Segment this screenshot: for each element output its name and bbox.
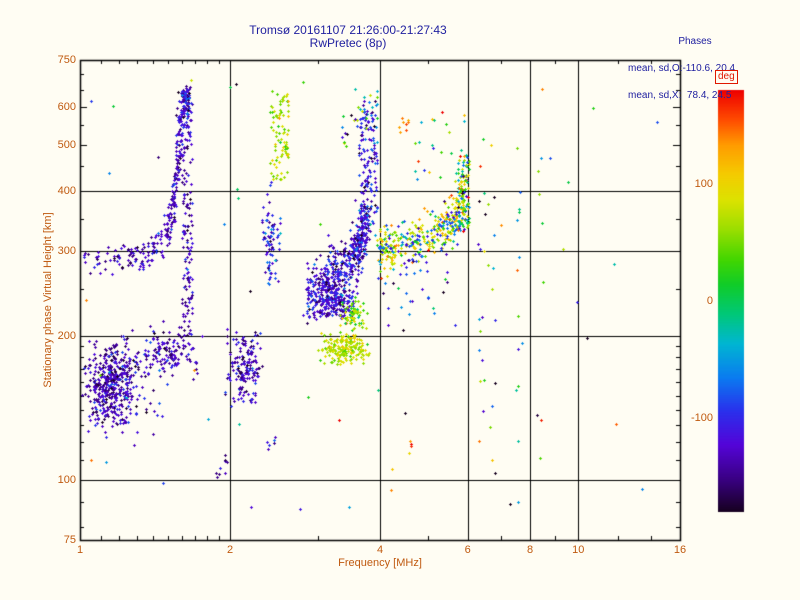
y-tick-label: 600 (57, 100, 76, 113)
phase-stats-x-line: mean, sd,X: 78.4, 24.5 (628, 90, 732, 101)
y-axis-title: Stationary phase Virtual Height [km] (42, 212, 54, 388)
phase-stats-heading: Phases (678, 36, 712, 47)
x-tick-label: 16 (673, 544, 687, 556)
y-tick-label: 750 (57, 54, 76, 66)
x-tick-label: 6 (464, 544, 471, 556)
y-tick-label: 100 (57, 474, 76, 487)
y-tick-label: 75 (63, 534, 76, 546)
phase-stats-annotation: Phases mean, sd,O:-110.6, 20.4 mean, sd,… (628, 19, 762, 118)
y-tick-label: 200 (57, 329, 76, 342)
x-tick-label: 8 (526, 544, 534, 556)
x-tick-label: 4 (376, 544, 384, 556)
plot-title: Tromsø 20161107 21:26:00-21:27:43 (249, 23, 447, 37)
y-tick-label: 500 (57, 138, 76, 151)
phase-stats-o-line: mean, sd,O:-110.6, 20.4 (628, 63, 736, 74)
y-tick-label: 400 (57, 185, 76, 198)
x-tick-label: 10 (572, 544, 585, 556)
x-tick-label: 1 (76, 544, 84, 556)
colorbar-tick-label: 100 (694, 177, 713, 190)
y-tick-label: 300 (57, 245, 76, 257)
plot-subtitle: RwPretec (8p) (309, 36, 387, 50)
x-tick-label: 2 (226, 544, 234, 556)
x-axis-title: Frequency [MHz] (338, 557, 422, 569)
colorbar-unit-label: deg (715, 70, 738, 84)
colorbar-tick-label: 0 (706, 295, 713, 307)
colorbar-tick-label: -100 (690, 412, 713, 425)
